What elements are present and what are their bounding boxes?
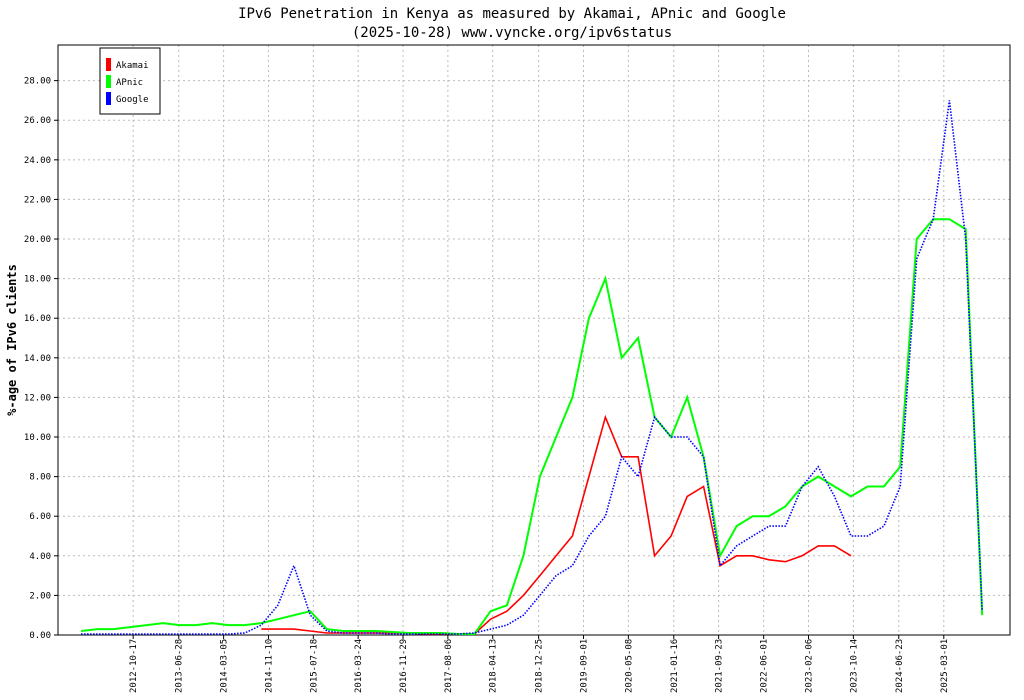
y-tick-label: 10.00 xyxy=(24,433,51,443)
series-line xyxy=(81,100,983,635)
x-tick-label: 2021-01-16 xyxy=(670,639,680,693)
legend-label: Google xyxy=(116,95,149,105)
legend-label: APnic xyxy=(116,78,143,88)
x-tick-label: 2015-07-18 xyxy=(309,639,319,693)
y-tick-label: 12.00 xyxy=(24,393,51,403)
y-tick-label: 26.00 xyxy=(24,116,51,126)
y-tick-label: 0.00 xyxy=(29,631,51,641)
x-tick-label: 2016-11-29 xyxy=(399,639,409,693)
y-tick-label: 24.00 xyxy=(24,156,51,166)
x-tick-label: 2014-11-10 xyxy=(264,639,274,693)
y-tick-label: 4.00 xyxy=(29,552,51,562)
x-tick-label: 2025-03-01 xyxy=(940,639,950,693)
series-line xyxy=(80,218,984,635)
legend-label: Akamai xyxy=(116,61,149,71)
x-tick-label: 2018-04-13 xyxy=(489,639,499,693)
y-tick-label: 16.00 xyxy=(24,314,51,324)
legend-swatch xyxy=(106,58,111,71)
x-tick-label: 2014-03-05 xyxy=(220,639,230,693)
legend-swatch xyxy=(106,75,111,88)
x-tick-label: 2017-08-06 xyxy=(444,639,454,693)
y-tick-label: 22.00 xyxy=(24,195,51,205)
x-tick-label: 2013-06-28 xyxy=(175,639,185,693)
x-tick-label: 2022-06-01 xyxy=(760,639,770,693)
x-tick-label: 2024-06-23 xyxy=(895,639,905,693)
y-tick-label: 20.00 xyxy=(24,235,51,245)
x-tick-label: 2019-09-01 xyxy=(580,639,590,693)
x-tick-label: 2018-12-25 xyxy=(535,639,545,693)
x-tick-label: 2023-02-06 xyxy=(805,639,815,693)
y-tick-label: 14.00 xyxy=(24,354,51,364)
x-tick-label: 2012-10-17 xyxy=(129,639,139,693)
y-axis-label: %-age of IPv6 clients xyxy=(5,264,19,416)
y-tick-label: 18.00 xyxy=(24,275,51,285)
chart-title: IPv6 Penetration in Kenya as measured by… xyxy=(238,6,786,22)
x-tick-label: 2016-03-24 xyxy=(354,639,364,693)
legend-swatch xyxy=(106,92,111,105)
y-tick-label: 6.00 xyxy=(29,512,51,522)
y-tick-label: 28.00 xyxy=(24,77,51,87)
x-tick-label: 2023-10-14 xyxy=(849,639,859,693)
y-tick-label: 2.00 xyxy=(29,591,51,601)
chart-subtitle: (2025-10-28) www.vyncke.org/ipv6status xyxy=(352,25,672,41)
x-tick-label: 2021-09-23 xyxy=(715,639,725,693)
y-tick-label: 8.00 xyxy=(29,473,51,483)
x-tick-label: 2020-05-08 xyxy=(624,639,634,693)
plot-frame xyxy=(57,44,1011,636)
